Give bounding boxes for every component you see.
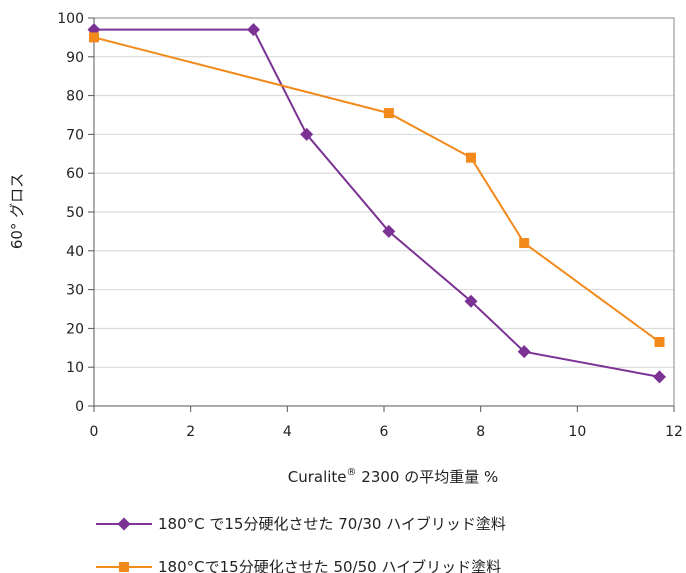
legend-marker-1 xyxy=(117,517,131,531)
series-2-line xyxy=(93,36,661,343)
y-tick-label-50: 50 xyxy=(66,205,84,221)
series-2-point-4 xyxy=(519,238,530,249)
y-tick-label-70: 70 xyxy=(66,127,84,143)
x-axis-title: Curalite® 2300 の平均重量 % xyxy=(288,467,499,486)
y-tick-label-10: 10 xyxy=(66,360,84,376)
y-tick-label-20: 20 xyxy=(66,321,84,337)
y-tick-label-30: 30 xyxy=(66,283,84,299)
y-tick-label-0: 0 xyxy=(75,399,84,415)
legend-label-1: 180°C で15分硬化させた 70/30 ハイブリッド塗料 xyxy=(158,515,506,533)
series-1-point-6 xyxy=(517,345,531,359)
series-2-point-1 xyxy=(89,32,99,43)
series-1-point-5 xyxy=(464,294,478,308)
x-axis-title-main: Curalite xyxy=(288,468,347,486)
legend-label-2: 180°Cで15分硬化させた 50/50 ハイブリッド塗料 xyxy=(158,558,501,573)
series-2-point-2 xyxy=(383,108,394,119)
series-1-point-7 xyxy=(653,370,666,384)
series-2-point-3 xyxy=(466,152,476,163)
x-tick-label-10: 10 xyxy=(568,424,586,440)
x-tick-label-8: 8 xyxy=(476,424,485,440)
x-axis-title-sup: ® xyxy=(347,467,357,478)
y-tick-label-40: 40 xyxy=(66,244,84,260)
series-2 xyxy=(89,32,665,347)
x-axis-title-rest: 2300 の平均重量 % xyxy=(357,468,499,486)
series-1-line xyxy=(94,28,660,378)
series-1-point-2 xyxy=(247,23,260,37)
series-2-point-5 xyxy=(654,336,665,347)
y-axis-title: 60° グロス xyxy=(8,173,26,249)
series-1-point-3 xyxy=(300,127,314,141)
x-tick-label-6: 6 xyxy=(380,424,389,440)
x-axis-ticks: 0 2 4 6 8 10 12 xyxy=(90,406,683,440)
legend-item-2: 180°Cで15分硬化させた 50/50 ハイブリッド塗料 xyxy=(96,558,501,573)
y-tick-label-60: 60 xyxy=(66,166,84,182)
x-tick-label-12: 12 xyxy=(665,424,683,440)
series-1-point-4 xyxy=(382,224,396,238)
y-tick-label-90: 90 xyxy=(66,50,84,66)
y-tick-label-100: 100 xyxy=(57,11,84,27)
series-1 xyxy=(87,23,666,384)
y-tick-label-80: 80 xyxy=(66,89,84,105)
x-tick-label-4: 4 xyxy=(283,424,292,440)
legend: 180°C で15分硬化させた 70/30 ハイブリッド塗料 180°Cで15分硬… xyxy=(96,515,506,573)
x-tick-label-0: 0 xyxy=(90,424,99,440)
series-layer xyxy=(87,23,666,384)
gridlines xyxy=(94,17,674,368)
legend-item-1: 180°C で15分硬化させた 70/30 ハイブリッド塗料 xyxy=(96,515,506,533)
x-tick-label-2: 2 xyxy=(186,424,195,440)
legend-marker-2 xyxy=(119,562,129,572)
y-axis-ticks: 0 10 20 30 40 50 60 70 80 90 100 xyxy=(57,11,94,415)
